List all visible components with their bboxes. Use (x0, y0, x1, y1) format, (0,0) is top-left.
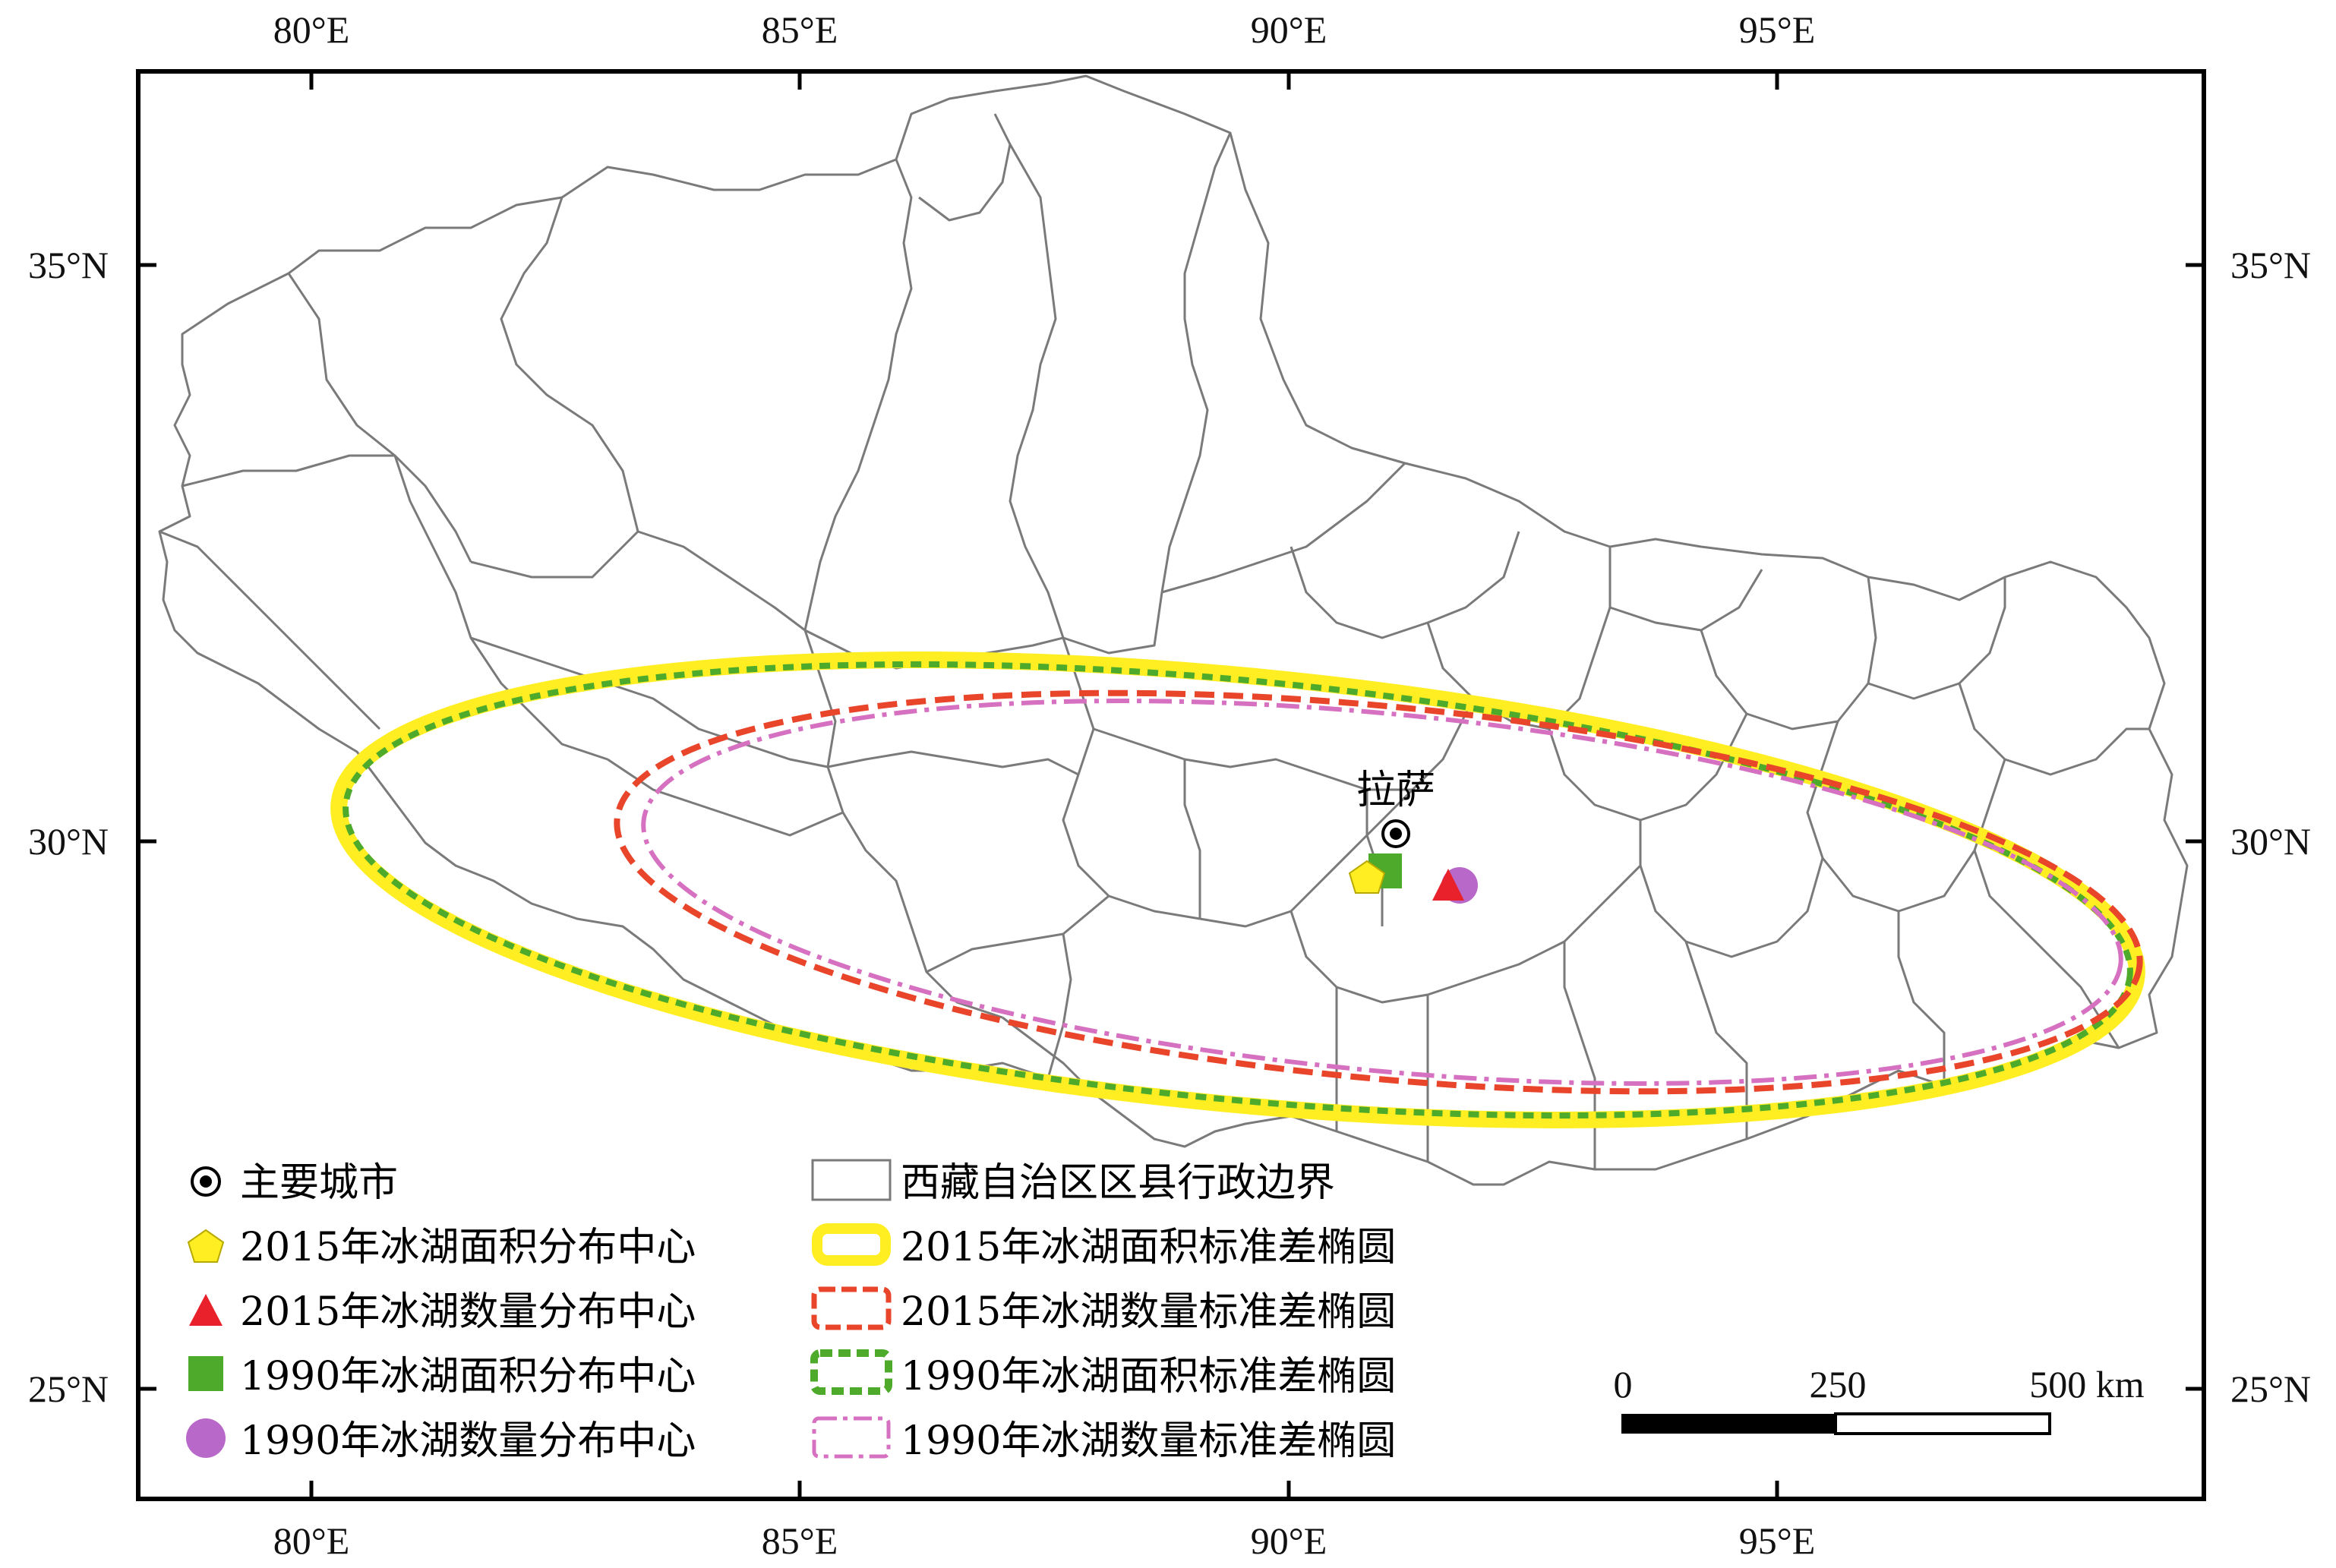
lat-label-right-30: 30°N (2230, 820, 2311, 863)
pink-dashdot-ellipse-icon (812, 1416, 891, 1459)
legend-label-area-center-1990: 1990年冰湖面积分布中心 (240, 1354, 696, 1399)
yellow-pentagon-icon (187, 1229, 225, 1263)
red-dashed-ellipse-icon (811, 1286, 892, 1330)
city-dot-icon (191, 1166, 221, 1197)
city-name: 拉萨 (1356, 768, 1435, 813)
green-dashed-ellipse-icon (810, 1349, 892, 1395)
red-triangle-count-2015 (1432, 869, 1464, 901)
ellipse-count-2015 (614, 689, 2143, 1095)
lat-label-left-25: 25°N (28, 1368, 109, 1410)
scale-label-0: 0 (1614, 1363, 1633, 1406)
purple-circle-icon (186, 1418, 226, 1458)
legend-label-count-ellipse-1990: 1990年冰湖数量标准差椭圆 (901, 1418, 1396, 1464)
lon-label-bottom-85: 85°E (762, 1519, 838, 1562)
scale-label-250: 250 (1810, 1363, 1867, 1406)
yellow-pentagon-area-2015 (1348, 860, 1386, 894)
legend-label-count-center-2015: 2015年冰湖数量分布中心 (240, 1289, 696, 1335)
frame-ticks (138, 71, 2204, 1499)
lat-label-left-35: 35°N (28, 244, 109, 286)
legend-label-area-ellipse-2015: 2015年冰湖面积标准差椭圆 (901, 1225, 1396, 1270)
scale-label-500: 500 km (2029, 1363, 2145, 1406)
boundary-box-icon (811, 1159, 892, 1201)
distribution-centers (1348, 853, 1478, 904)
legend-label-count-ellipse-2015: 2015年冰湖数量标准差椭圆 (901, 1289, 1396, 1335)
std-ellipses (330, 651, 2145, 1128)
lon-label-bottom-95: 95°E (1739, 1519, 1816, 1562)
lat-label-right-25: 25°N (2230, 1368, 2311, 1410)
legend-label-boundary: 西藏自治区区县行政边界 (901, 1160, 1335, 1206)
lon-label-bottom-90: 90°E (1251, 1519, 1327, 1562)
yellow-ellipse-icon (812, 1223, 891, 1266)
lon-label-bottom-80: 80°E (273, 1519, 350, 1562)
legend: 主要城市 2015年冰湖面积分布中心 2015年冰湖数量分布中心 1990年冰湖… (186, 1159, 1396, 1464)
city-lhasa: 拉萨 (1356, 768, 1435, 848)
ellipse-area-1990 (343, 661, 2133, 1119)
lon-label-top-85: 85°E (762, 8, 838, 51)
legend-label-city: 主要城市 (240, 1160, 398, 1206)
lon-label-top-80: 80°E (273, 8, 350, 51)
lat-label-right-35: 35°N (2230, 244, 2311, 286)
legend-label-area-ellipse-1990: 1990年冰湖面积标准差椭圆 (901, 1354, 1396, 1399)
legend-label-count-center-1990: 1990年冰湖数量分布中心 (240, 1418, 696, 1464)
scale-bar: 0 250 500 km (1614, 1363, 2145, 1435)
green-square-icon (188, 1356, 223, 1391)
lon-label-top-95: 95°E (1739, 8, 1816, 51)
ellipse-count-1990 (641, 699, 2123, 1086)
red-triangle-icon (189, 1294, 223, 1326)
lon-label-top-90: 90°E (1251, 8, 1327, 51)
lat-label-left-30: 30°N (28, 820, 109, 863)
legend-label-area-center-2015: 2015年冰湖面积分布中心 (240, 1225, 696, 1270)
